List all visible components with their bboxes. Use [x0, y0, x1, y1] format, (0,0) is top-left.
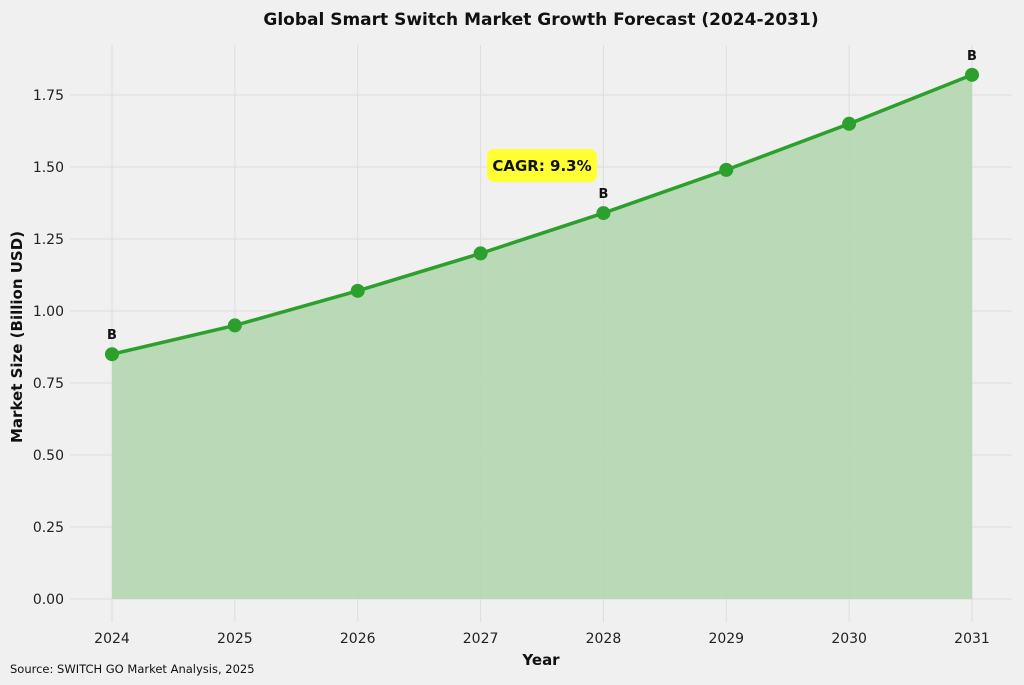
- data-point: [719, 162, 734, 177]
- y-tick-labels: 0.00 0.25 0.50 0.75 1.00 1.25 1.50 1.75: [33, 88, 64, 608]
- x-tick-label: 2026: [340, 631, 376, 647]
- data-point: [965, 67, 979, 82]
- data-label: B: [598, 187, 608, 202]
- y-tick-label: 1.25: [33, 232, 64, 248]
- data-label: B: [967, 49, 977, 64]
- x-tick-label: 2031: [954, 631, 990, 647]
- y-tick-label: 0.00: [33, 592, 64, 608]
- data-point: [350, 283, 365, 298]
- series-line: [111, 73, 973, 356]
- y-tick-label: 0.50: [33, 448, 64, 464]
- data-point: [473, 246, 488, 261]
- x-tick-label: 2028: [586, 631, 622, 647]
- cagr-text: CAGR: 9.3%: [492, 157, 591, 175]
- x-tick-label: 2024: [94, 631, 130, 647]
- data-point: [227, 318, 242, 333]
- x-tick-label: 2027: [463, 631, 499, 647]
- y-tick-label: 1.00: [33, 304, 64, 320]
- data-points: [105, 67, 979, 362]
- cagr-annotation: CAGR: 9.3%: [487, 149, 597, 182]
- x-tick-label: 2029: [708, 631, 744, 647]
- data-point: [596, 206, 611, 221]
- data-labels: B B B: [107, 49, 977, 343]
- source-note: Source: SWITCH GO Market Analysis, 2025: [10, 662, 255, 676]
- y-tick-label: 0.75: [33, 376, 64, 392]
- y-tick-label: 0.25: [33, 520, 64, 536]
- chart-title: Global Smart Switch Market Growth Foreca…: [263, 10, 818, 30]
- y-tick-label: 1.75: [33, 88, 64, 104]
- y-axis-label: Market Size (Billion USD): [8, 231, 26, 443]
- y-tick-label: 1.50: [33, 160, 64, 176]
- data-point: [842, 116, 857, 131]
- x-tick-labels: 2024 2025 2026 2027 2028 2029 2030 2031: [94, 631, 990, 647]
- x-tick-label: 2025: [217, 631, 253, 647]
- data-point: [105, 347, 119, 362]
- data-label: B: [107, 328, 117, 343]
- area-fill: [112, 74, 972, 600]
- cagr-box: [487, 149, 597, 182]
- x-axis-label: Year: [521, 651, 560, 669]
- x-tick-label: 2030: [831, 631, 867, 647]
